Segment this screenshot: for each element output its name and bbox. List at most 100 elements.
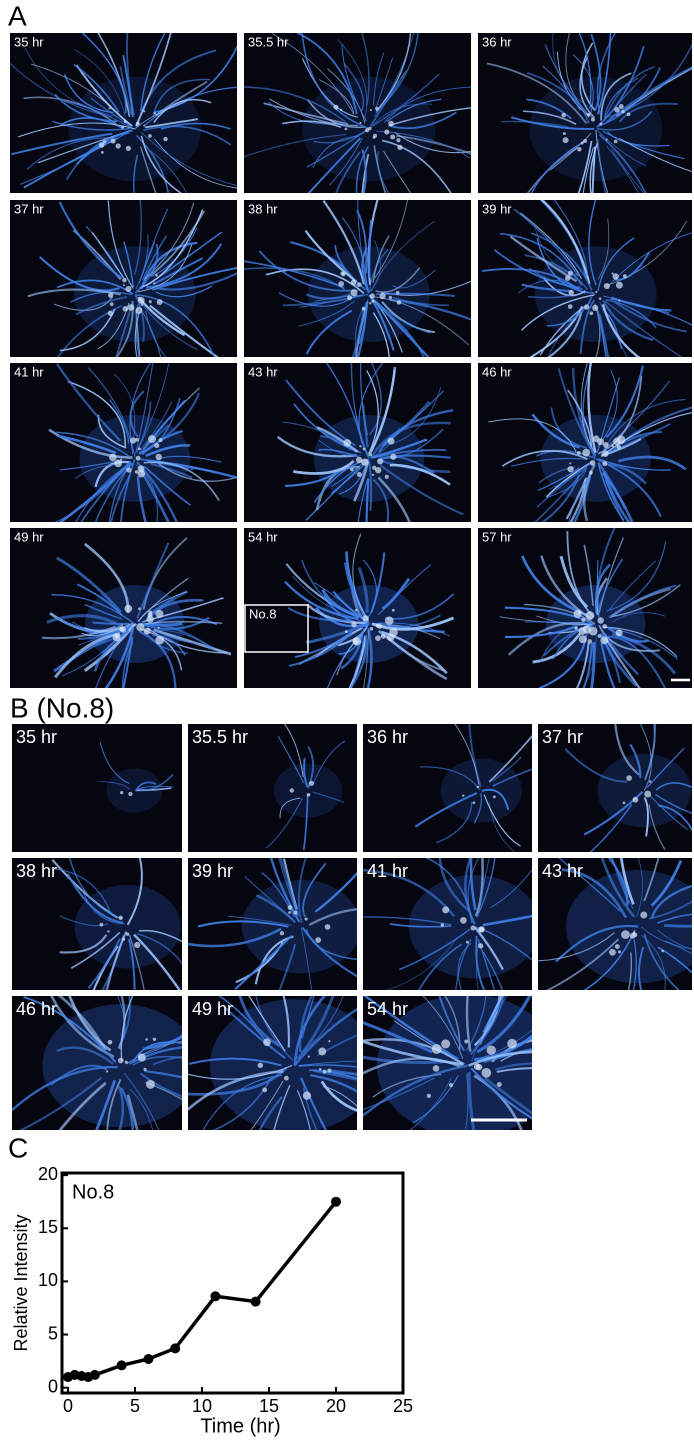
spot — [600, 636, 608, 644]
spot — [466, 941, 469, 944]
spot — [343, 439, 351, 447]
spot — [568, 290, 574, 296]
spot — [158, 438, 162, 442]
spot — [606, 139, 608, 141]
spot — [372, 466, 376, 470]
glow — [529, 77, 662, 182]
spot — [370, 627, 374, 631]
spot — [308, 1056, 310, 1058]
spot — [487, 1045, 496, 1054]
spot — [363, 615, 369, 621]
spot — [351, 622, 356, 627]
spot — [163, 137, 167, 141]
spot — [153, 282, 155, 284]
spot — [319, 1068, 322, 1071]
spot — [156, 454, 162, 460]
spot — [599, 297, 602, 300]
spot — [616, 282, 623, 289]
spot — [587, 639, 592, 644]
spot — [493, 795, 496, 798]
spot — [477, 786, 480, 789]
spot — [154, 443, 159, 448]
spot — [373, 134, 377, 138]
spot — [370, 293, 375, 298]
spot — [617, 436, 625, 444]
spot — [154, 112, 156, 114]
spot — [148, 435, 156, 443]
spot — [146, 1080, 155, 1089]
data-point — [117, 1360, 127, 1370]
time-label: 41 hr — [367, 861, 408, 881]
spot — [263, 1038, 271, 1046]
spot — [118, 916, 122, 920]
spot — [149, 300, 152, 303]
y-tick-label: 5 — [48, 1323, 58, 1343]
plot-frame — [62, 1173, 403, 1393]
spot — [123, 284, 125, 286]
spot — [359, 445, 361, 447]
micrograph: 54 hr — [244, 528, 471, 717]
spot — [389, 296, 393, 300]
spot — [578, 611, 581, 614]
spot — [345, 128, 348, 131]
spot — [124, 605, 132, 613]
spot — [108, 311, 113, 316]
spot — [644, 791, 651, 798]
spot — [107, 930, 109, 932]
spot — [120, 791, 123, 794]
spot — [357, 282, 362, 287]
spot — [392, 609, 395, 612]
spot — [661, 950, 664, 953]
spot — [616, 629, 623, 636]
spot — [136, 456, 141, 461]
spot — [369, 302, 371, 304]
micrograph: 38 hr — [12, 829, 204, 1025]
spot — [350, 289, 357, 296]
spot — [618, 299, 620, 301]
spot — [257, 1063, 263, 1069]
spot — [433, 1065, 440, 1072]
data-point — [170, 1343, 180, 1353]
spot — [112, 633, 120, 641]
spot — [153, 1038, 156, 1041]
spot — [280, 931, 284, 935]
spot — [118, 1058, 124, 1064]
spot — [108, 293, 113, 298]
spot — [109, 454, 117, 462]
spot — [363, 448, 366, 451]
spot — [345, 630, 348, 633]
spot — [350, 468, 354, 472]
data-point — [331, 1197, 341, 1207]
spot — [365, 128, 369, 132]
micrograph: 35 hr — [12, 724, 182, 852]
spot — [138, 1054, 146, 1062]
spot — [148, 610, 152, 614]
spot — [305, 917, 308, 920]
spot — [584, 304, 589, 309]
spot — [442, 906, 449, 913]
spot — [134, 623, 137, 626]
spot — [640, 912, 647, 919]
spot — [582, 449, 590, 457]
spot — [385, 616, 394, 625]
spot — [609, 949, 616, 956]
spot — [623, 801, 626, 804]
spot — [633, 931, 636, 934]
time-label: 37 hr — [542, 727, 583, 747]
spot — [432, 1044, 442, 1054]
x-tick-label: 5 — [130, 1396, 140, 1416]
y-axis-title: Relative Intensity — [11, 1214, 31, 1351]
spot — [590, 460, 596, 466]
spot — [441, 923, 444, 926]
spot — [362, 307, 366, 311]
spot — [99, 923, 103, 927]
spot — [288, 905, 293, 910]
panel-label: C — [8, 1132, 28, 1163]
x-tick-label: 25 — [393, 1396, 413, 1416]
x-tick-label: 15 — [259, 1396, 279, 1416]
spot — [611, 444, 614, 447]
spot — [355, 609, 358, 612]
spot — [371, 300, 374, 303]
spot — [138, 447, 141, 450]
spot — [597, 617, 604, 624]
